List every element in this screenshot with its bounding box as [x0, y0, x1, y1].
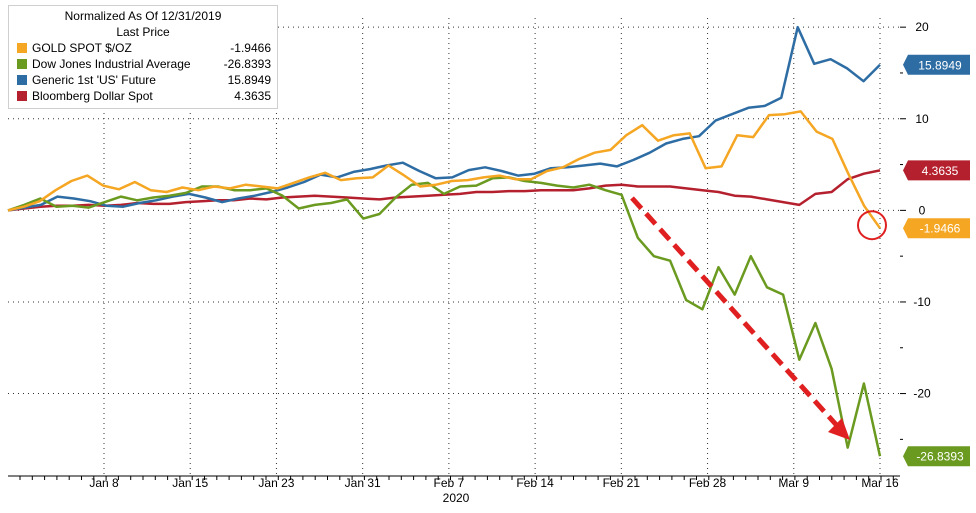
y-tick-label: 10	[915, 112, 929, 126]
last-value-tag-3: 4.3635	[903, 160, 970, 181]
x-tick-label: Feb 21	[603, 476, 641, 490]
legend-swatch-dollar	[17, 91, 27, 101]
x-tick-label: Jan 15	[172, 476, 208, 490]
legend-label-us-future: Generic 1st 'US' Future	[32, 73, 156, 87]
legend-item-dow: Dow Jones Industrial Average -26.8393	[9, 56, 277, 72]
x-tick-label: Mar 16	[861, 476, 899, 490]
legend-label-dollar: Bloomberg Dollar Spot	[32, 89, 153, 103]
y-tick-label: 20	[915, 20, 929, 34]
last-value-tag-bg	[903, 446, 970, 467]
legend-value-gold: -1.9466	[230, 41, 271, 55]
highlight-circle	[857, 210, 887, 241]
gridlines	[8, 18, 900, 476]
last-value-tag-text: -1.9466	[920, 222, 961, 236]
legend-swatch-us-future	[17, 75, 27, 85]
x-axis-label: 2020	[443, 491, 470, 505]
x-tick-label: Jan 23	[258, 476, 294, 490]
last-value-tag-bg	[903, 218, 970, 239]
x-tick-label: Feb 14	[516, 476, 554, 490]
legend: Normalized As Of 12/31/2019 Last Price G…	[8, 5, 278, 109]
x-tick-label: Feb 7	[434, 476, 465, 490]
trend-arrow-shaft	[630, 196, 842, 431]
x-tick-label: Feb 28	[689, 476, 727, 490]
legend-value-dollar: 4.3635	[234, 89, 271, 103]
trend-arrow-head	[828, 418, 850, 440]
chart-subtitle: Last Price	[116, 25, 170, 39]
legend-label-gold: GOLD SPOT $/OZ	[32, 41, 132, 55]
series-line-0	[7, 110, 882, 229]
legend-value-dow: -26.8393	[223, 57, 271, 71]
axes: 20 10 0 -10 -20 Jan 8 Jan 15 Jan 23 Jan 31 Feb 7 F…	[8, 20, 931, 505]
legend-item-dollar: Bloomberg Dollar Spot 4.3635	[9, 88, 277, 104]
legend-item-us-future: Generic 1st 'US' Future 15.8949	[9, 72, 277, 88]
legend-label-dow: Dow Jones Industrial Average	[32, 57, 191, 71]
last-value-tag-1: -26.8393	[903, 446, 970, 467]
last-value-tag-bg	[903, 160, 970, 181]
series-line-1	[7, 176, 882, 457]
series-lines	[7, 25, 882, 457]
last-value-tag-0: -1.9466	[903, 218, 970, 239]
legend-swatch-dow	[17, 59, 27, 69]
last-value-tag-2: 15.8949	[903, 54, 970, 75]
value-labels: -1.9466 -26.8393 15.8949 4.3635	[903, 54, 970, 467]
chart-title: Normalized As Of 12/31/2019	[64, 9, 222, 23]
legend-value-us-future: 15.8949	[227, 73, 271, 87]
x-tick-label: Jan 8	[89, 476, 119, 490]
last-value-tag-text: -26.8393	[916, 450, 964, 464]
last-value-tag-text: 4.3635	[922, 164, 959, 178]
last-value-tag-text: 15.8949	[918, 58, 962, 72]
last-value-tag-bg	[903, 54, 970, 75]
x-tick-label: Mar 9	[778, 476, 809, 490]
y-tick-label: -10	[913, 295, 931, 309]
annotations	[630, 196, 887, 440]
x-tick-label: Jan 31	[345, 476, 381, 490]
y-tick-label: -20	[913, 387, 931, 401]
legend-item-gold: GOLD SPOT $/OZ -1.9466	[9, 40, 277, 56]
legend-swatch-gold	[17, 43, 27, 53]
series-line-2	[7, 25, 881, 212]
y-tick-label: 0	[919, 203, 926, 217]
